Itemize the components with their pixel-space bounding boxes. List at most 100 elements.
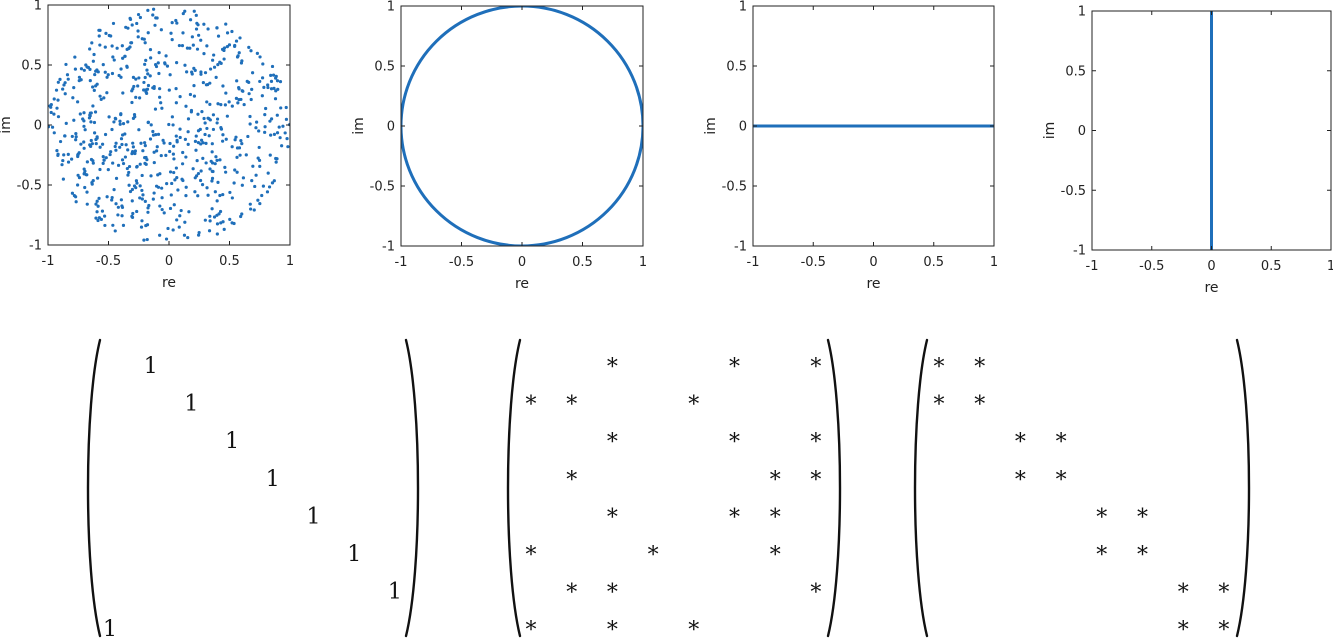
data-point	[233, 43, 237, 48]
data-point	[271, 73, 276, 77]
data-point	[210, 176, 215, 180]
data-point	[56, 98, 60, 102]
data-point	[132, 84, 136, 89]
data-point	[132, 184, 137, 188]
data-point	[83, 128, 87, 132]
data-point	[143, 141, 147, 145]
data-point	[63, 92, 67, 96]
y-tick-label: 0	[1078, 124, 1086, 139]
data-point	[58, 77, 62, 81]
data-point	[175, 218, 179, 222]
data-point	[55, 106, 59, 110]
data-point	[153, 107, 158, 111]
matrix-entry-asterisk: *	[770, 468, 781, 493]
data-point	[219, 103, 223, 107]
matrix-entry-asterisk: *	[1096, 505, 1107, 530]
data-point	[119, 198, 123, 202]
data-point	[169, 31, 173, 35]
data-point	[94, 137, 98, 142]
matrix-entry-asterisk: *	[1137, 505, 1148, 530]
y-tick-label: 1	[739, 0, 747, 15]
data-point	[186, 235, 190, 240]
data-point	[254, 126, 258, 130]
data-point	[127, 183, 131, 187]
matrix-entry-one: 1	[225, 429, 239, 454]
data-point	[92, 52, 96, 57]
data-point	[212, 65, 217, 69]
data-point	[222, 227, 226, 231]
data-point	[167, 122, 171, 127]
data-point	[50, 125, 55, 129]
data-point	[136, 35, 140, 39]
data-point	[94, 202, 98, 206]
data-point	[195, 21, 199, 25]
data-point	[145, 223, 150, 227]
data-point	[174, 87, 178, 91]
data-point	[130, 215, 135, 219]
data-point	[131, 141, 135, 145]
data-point	[206, 116, 210, 120]
data-point	[202, 52, 206, 56]
data-point	[217, 212, 221, 216]
data-point	[55, 149, 59, 153]
data-point	[252, 208, 256, 212]
data-point	[213, 162, 217, 166]
data-point	[128, 45, 132, 49]
matrix-entry-asterisk: *	[1056, 430, 1067, 455]
data-point	[171, 228, 175, 232]
data-point	[137, 76, 141, 80]
data-point	[194, 27, 199, 31]
matrix-entry-one: 1	[266, 467, 280, 492]
data-point	[144, 162, 148, 166]
data-point	[146, 120, 150, 125]
data-point	[58, 139, 63, 144]
data-point	[178, 214, 182, 218]
matrix-entry-asterisk: *	[810, 581, 821, 606]
data-point	[255, 51, 259, 55]
data-point	[235, 170, 239, 174]
data-point	[214, 155, 218, 159]
matrix-entry-asterisk: *	[566, 581, 577, 606]
data-point	[203, 71, 208, 75]
data-point	[170, 38, 174, 42]
data-point	[110, 195, 114, 200]
data-point	[121, 91, 125, 95]
data-point	[120, 44, 124, 48]
data-point	[249, 97, 253, 102]
data-point	[88, 111, 92, 115]
data-point	[157, 71, 161, 76]
data-point	[224, 91, 228, 95]
matrix-entry-asterisk: *	[1218, 581, 1229, 606]
data-point	[111, 55, 115, 59]
matrix-entry-asterisk: *	[1178, 618, 1189, 639]
data-point	[230, 104, 234, 108]
matrix-entry-one: 1	[103, 617, 117, 639]
data-point	[201, 156, 205, 160]
data-point	[126, 120, 130, 124]
data-point	[211, 169, 215, 174]
matrix-entry-asterisk: *	[566, 393, 577, 418]
data-point	[112, 58, 116, 62]
data-point	[225, 45, 229, 49]
data-point	[147, 203, 151, 208]
data-point	[274, 156, 278, 161]
data-point	[178, 95, 182, 99]
data-point	[140, 219, 144, 223]
x-axis-label: re	[1204, 280, 1218, 296]
data-point	[54, 88, 59, 92]
data-point	[81, 117, 85, 121]
matrix-entry-asterisk: *	[729, 355, 740, 380]
data-point	[87, 116, 92, 120]
y-tick-label: -0.5	[370, 180, 395, 195]
data-point	[170, 21, 174, 25]
data-point	[224, 170, 228, 174]
data-point	[215, 117, 220, 121]
data-point	[208, 167, 212, 171]
data-point	[141, 193, 145, 197]
data-point	[203, 132, 207, 137]
data-point	[244, 153, 248, 157]
data-point	[237, 98, 241, 102]
data-point	[260, 94, 264, 98]
data-point	[211, 113, 216, 117]
data-point	[96, 70, 100, 74]
